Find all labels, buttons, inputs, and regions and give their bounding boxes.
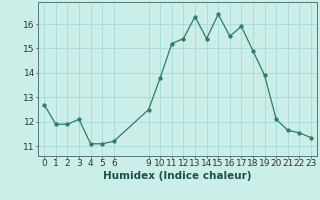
X-axis label: Humidex (Indice chaleur): Humidex (Indice chaleur) [103, 171, 252, 181]
